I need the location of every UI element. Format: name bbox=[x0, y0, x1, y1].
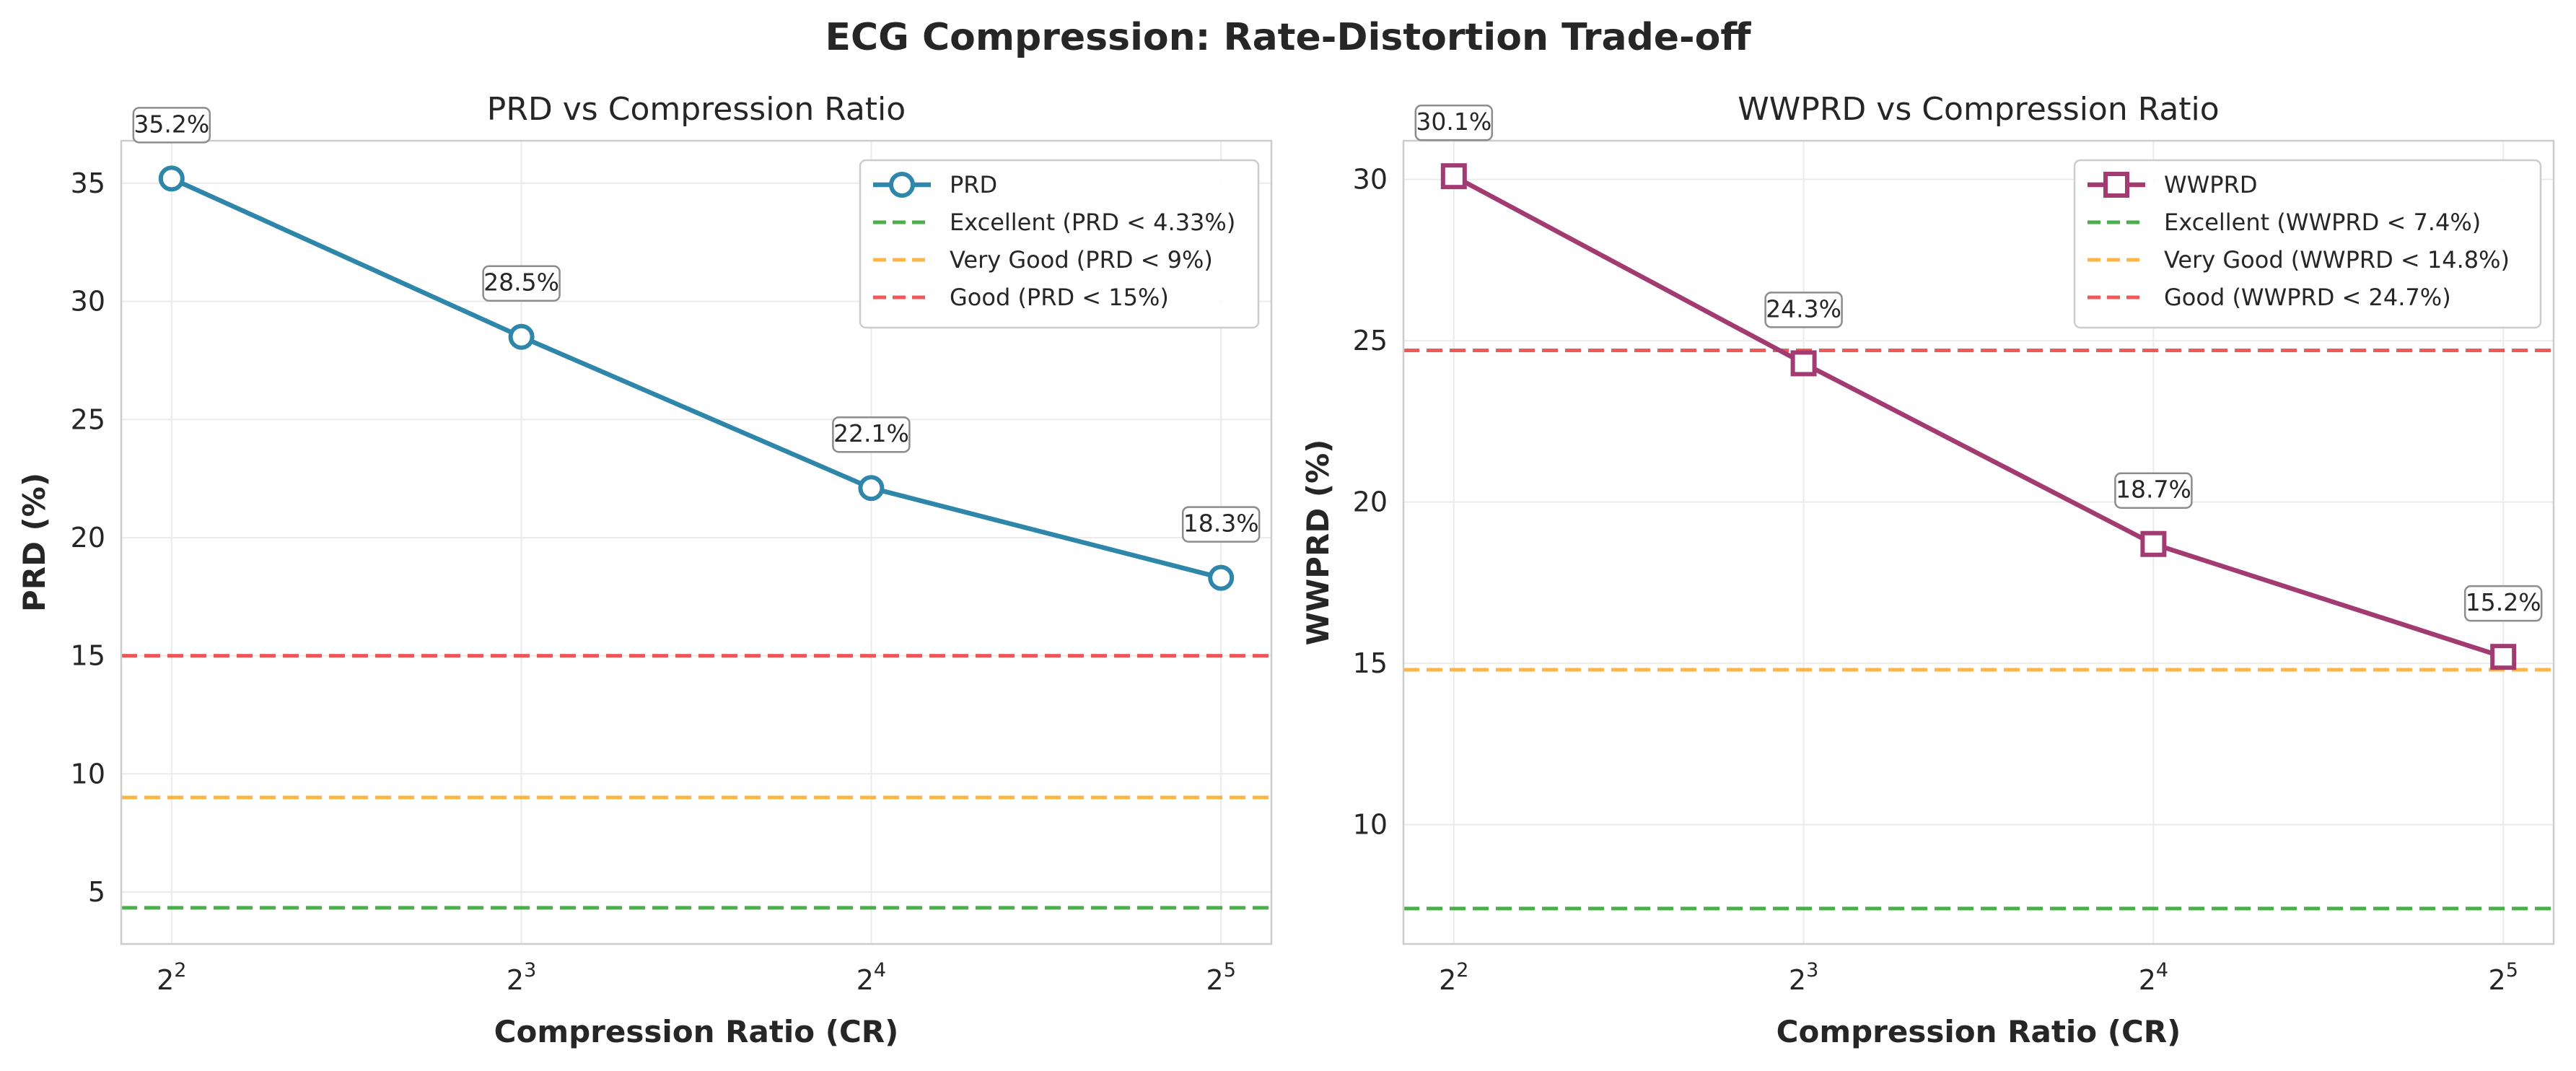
legend-label: Excellent (WWPRD < 7.4%) bbox=[2164, 209, 2481, 236]
plot-frame bbox=[1402, 139, 2555, 945]
x-tick-label: 24 bbox=[2139, 959, 2168, 996]
data-label-box bbox=[832, 416, 911, 453]
legend-label: Excellent (PRD < 4.33%) bbox=[950, 209, 1235, 236]
data-label-box bbox=[2463, 585, 2543, 622]
legend-label: Very Good (WWPRD < 14.8%) bbox=[2164, 246, 2510, 274]
data-point bbox=[2140, 530, 2167, 557]
x-tick-label: 25 bbox=[2489, 959, 2518, 996]
plot-frame bbox=[120, 139, 1273, 945]
x-tick-label: 25 bbox=[1206, 959, 1236, 996]
data-label: 35.2% bbox=[133, 110, 209, 138]
y-axis-label: WWPRD (%) bbox=[1300, 440, 1336, 646]
y-tick-label: 5 bbox=[88, 876, 105, 908]
data-label-box bbox=[132, 107, 211, 144]
legend-label: WWPRD bbox=[2164, 171, 2257, 198]
legend-label: PRD bbox=[950, 171, 997, 198]
data-label: 22.1% bbox=[833, 419, 909, 447]
data-label: 18.3% bbox=[1183, 510, 1259, 538]
legend-box bbox=[859, 159, 1260, 329]
y-tick-label: 15 bbox=[71, 640, 105, 672]
data-point bbox=[158, 165, 185, 192]
x-tick-label: 24 bbox=[857, 959, 886, 996]
legend-label: Good (WWPRD < 24.7%) bbox=[2164, 284, 2451, 311]
y-tick-label: 15 bbox=[1353, 647, 1388, 679]
series-line bbox=[170, 176, 1222, 580]
data-label: 15.2% bbox=[2466, 588, 2541, 616]
y-tick-label: 30 bbox=[1353, 164, 1388, 196]
subplot-title: WWPRD vs Compression Ratio bbox=[1738, 91, 2219, 128]
x-tick-label: 22 bbox=[157, 959, 186, 996]
threshold-lines bbox=[121, 654, 1271, 910]
x-tick-label: 23 bbox=[1789, 959, 1818, 996]
threshold-lines bbox=[1403, 349, 2554, 911]
data-point bbox=[858, 475, 885, 502]
data-label-box bbox=[1181, 506, 1261, 543]
legend-label: Very Good (PRD < 9%) bbox=[950, 246, 1213, 274]
legend-label: Good (PRD < 15%) bbox=[950, 284, 1169, 311]
data-label-box bbox=[2114, 472, 2193, 509]
data-label: 18.7% bbox=[2116, 476, 2191, 504]
y-tick-label: 25 bbox=[1353, 325, 1388, 357]
x-tick-label: 22 bbox=[1439, 959, 1468, 996]
figure-title: ECG Compression: Rate-Distortion Trade-o… bbox=[825, 16, 1751, 59]
data-point bbox=[2490, 644, 2517, 670]
y-tick-label: 35 bbox=[71, 167, 105, 199]
series-line bbox=[1453, 174, 2505, 660]
data-label: 24.3% bbox=[1766, 294, 1841, 323]
y-tick-label: 30 bbox=[71, 286, 105, 318]
data-point bbox=[508, 323, 535, 350]
legend-box bbox=[2073, 159, 2542, 329]
subplot-title: PRD vs Compression Ratio bbox=[487, 91, 906, 128]
data-label: 28.5% bbox=[483, 268, 559, 297]
prd-chart: 35.2% 28.5% 22.1% 18.3% 5 10 15 20 25 30 35 22 23 24 2… bbox=[17, 91, 1273, 1049]
data-label: 30.1% bbox=[1416, 108, 1491, 136]
y-tick-label: 20 bbox=[71, 522, 105, 554]
y-tick-label: 20 bbox=[1353, 486, 1388, 518]
y-tick-label: 10 bbox=[71, 758, 105, 790]
data-label-box bbox=[1764, 292, 1843, 328]
y-axis-label: PRD (%) bbox=[17, 473, 52, 612]
data-label-box bbox=[482, 265, 561, 302]
data-point bbox=[1208, 564, 1235, 591]
data-label-box bbox=[1414, 104, 1494, 141]
wwprd-chart: 30.1% 24.3% 18.7% 15.2% 10 15 20 25 30 22 23 24 25 WW… bbox=[1300, 91, 2555, 1049]
x-axis-label: Compression Ratio (CR) bbox=[494, 1014, 899, 1049]
legend-marker bbox=[2103, 172, 2129, 198]
y-tick-label: 25 bbox=[71, 403, 105, 435]
legend-marker bbox=[889, 172, 915, 198]
x-tick-label: 23 bbox=[507, 959, 536, 996]
data-point bbox=[1440, 163, 1467, 190]
x-axis-label: Compression Ratio (CR) bbox=[1777, 1014, 2181, 1049]
y-tick-label: 10 bbox=[1353, 809, 1388, 841]
grid bbox=[1403, 141, 2554, 944]
data-point bbox=[1790, 350, 1817, 377]
